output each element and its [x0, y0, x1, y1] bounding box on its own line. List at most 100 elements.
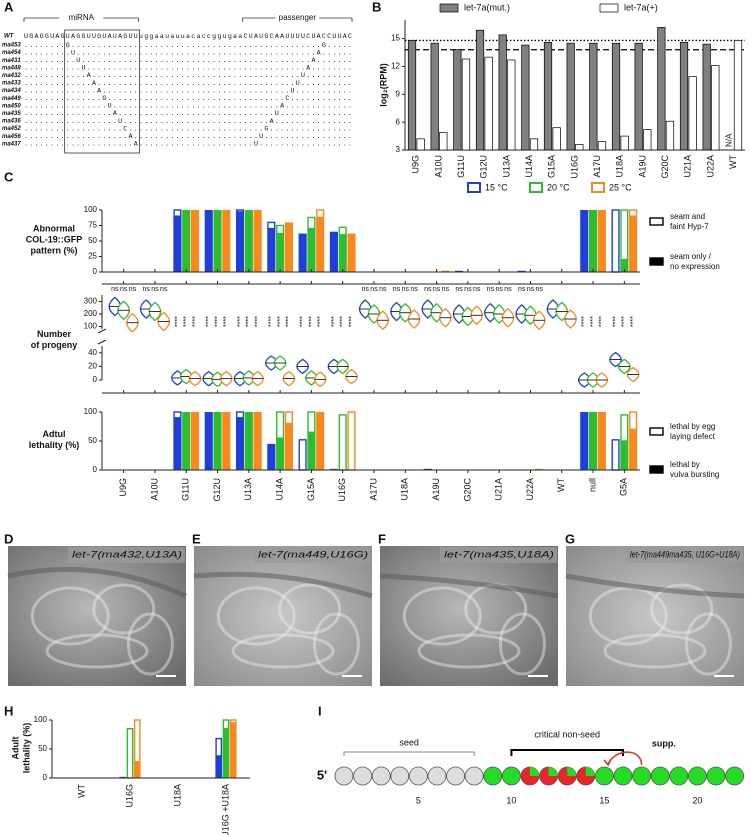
legend-swatch: [467, 182, 481, 193]
solid-segment: [253, 412, 262, 470]
open-segment: [222, 719, 230, 730]
position-label: 10: [506, 795, 516, 805]
significance: ****: [286, 316, 293, 327]
legend-label: vulva bursting: [670, 470, 719, 479]
nucleotide: [446, 766, 466, 786]
nucleotide: [390, 766, 410, 786]
nucleotide: [501, 766, 521, 786]
bar: [575, 144, 584, 151]
solid-segment: [173, 417, 182, 470]
bar: [733, 40, 743, 151]
y-tick-label: 100: [84, 407, 98, 416]
x-tick-label: U16G: [569, 155, 579, 179]
legend-label: lethal by egg: [670, 422, 715, 431]
allele-label: ma434: [2, 88, 21, 94]
bar: [679, 41, 689, 151]
allele-label: ma431: [2, 58, 21, 64]
open-segment: [347, 411, 356, 471]
bar: [597, 141, 607, 151]
open-segment: [276, 411, 285, 439]
y-axis-label: Abnormal: [33, 223, 75, 233]
significance: ns: [120, 286, 128, 293]
significance: ****: [599, 316, 606, 327]
significance: ns: [362, 286, 370, 293]
x-tick-label: G20C: [462, 478, 472, 502]
y-tick-label: 50: [38, 744, 47, 753]
x-tick-label: U18A: [615, 155, 625, 178]
nucleotide: [427, 766, 447, 786]
supp-label: supp.: [652, 738, 676, 748]
significance: ns: [151, 286, 159, 293]
panel-label: C: [4, 169, 14, 184]
significance: ns: [424, 286, 432, 293]
significance: ns: [142, 286, 150, 293]
significance: ns: [536, 286, 544, 293]
open-segment: [173, 411, 182, 419]
nucleotide: [464, 766, 484, 786]
x-tick-label: A19U: [431, 478, 441, 501]
solid-segment: [620, 259, 629, 272]
nucleotide: [408, 766, 428, 786]
significance: ns: [379, 286, 387, 293]
legend-label: let-7a(+): [624, 2, 658, 12]
solid-segment: [597, 412, 606, 470]
micrograph-caption: let-7(ma435,U18A): [444, 549, 554, 559]
x-tick-label: U18A: [400, 478, 410, 501]
significance: ****: [308, 316, 315, 327]
x-tick-label: A19U: [637, 155, 647, 178]
allele-label: ma456: [2, 134, 21, 140]
allele-label: ma454: [2, 50, 21, 56]
bar: [475, 29, 485, 151]
region-label: passenger: [279, 13, 317, 22]
bar: [688, 76, 697, 151]
x-tick-label: U22A: [525, 478, 535, 501]
allele-label: ma435: [2, 111, 21, 117]
sequence: ................U.......................…: [24, 103, 352, 110]
solid-segment: [213, 412, 222, 470]
x-tick-label: U9G: [118, 478, 128, 497]
significance: ns: [111, 286, 119, 293]
open-segment: [126, 728, 134, 779]
panel-label: E: [192, 531, 201, 546]
panel-label: H: [4, 703, 13, 718]
sequence: ............A...........................…: [24, 72, 352, 79]
tissue: [7, 566, 188, 599]
legend-label: 15 °C: [485, 182, 508, 192]
tissue: [402, 586, 482, 646]
solid-segment: [629, 429, 638, 470]
open-segment: [316, 209, 325, 219]
solid-segment: [316, 412, 325, 470]
significance: ****: [192, 316, 199, 327]
legend-swatch: [649, 465, 664, 474]
solid-segment: [213, 210, 222, 272]
significance: ****: [254, 316, 261, 327]
y-axis-label: Number: [37, 329, 72, 339]
nucleotide: [632, 766, 651, 786]
bar: [611, 42, 621, 151]
solid-segment: [235, 417, 245, 470]
significance: ****: [277, 316, 284, 327]
missing-label: N/A: [724, 133, 733, 147]
x-tick-label: G11U: [456, 155, 466, 178]
five-prime: 5': [317, 767, 327, 782]
solid-segment: [535, 468, 544, 470]
nucleotide: [613, 766, 633, 786]
allele-label: ma449: [2, 96, 21, 102]
tissue: [126, 612, 174, 676]
bar: [498, 34, 507, 151]
x-tick-label: U14A: [524, 155, 534, 178]
panel-label: D: [4, 531, 13, 546]
significance: ns: [487, 286, 495, 293]
y-tick-label: 50: [88, 436, 97, 445]
solid-segment: [244, 210, 253, 272]
nucleotide-wedge: [585, 767, 595, 776]
bar: [711, 65, 720, 151]
solid-segment: [580, 210, 589, 272]
critical-label: critical non-seed: [534, 729, 600, 739]
y-tick-label: 15: [391, 34, 400, 43]
open-segment: [611, 209, 620, 273]
open-segment: [629, 411, 638, 431]
nucleotide-wedge: [530, 767, 539, 776]
significance: ns: [442, 286, 450, 293]
wt-label: WT: [4, 34, 15, 40]
